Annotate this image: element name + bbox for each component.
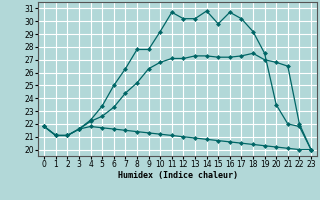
X-axis label: Humidex (Indice chaleur): Humidex (Indice chaleur) bbox=[118, 171, 238, 180]
